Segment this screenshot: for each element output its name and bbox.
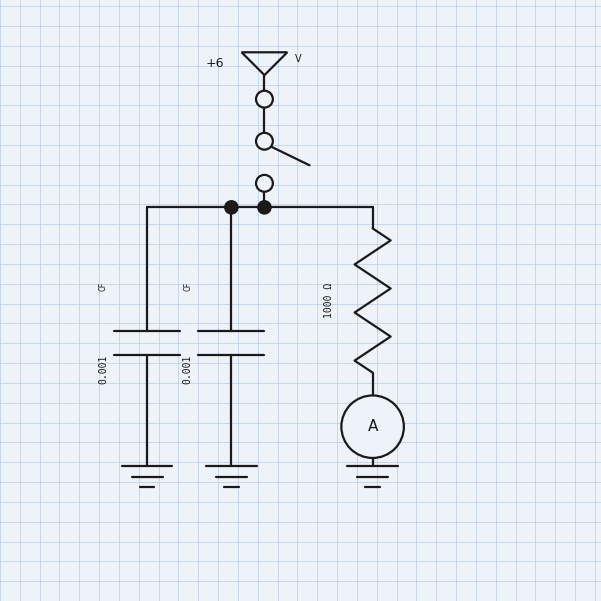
Text: V: V [294, 53, 302, 64]
Circle shape [256, 133, 273, 150]
Text: A: A [367, 419, 378, 434]
Text: CF: CF [99, 282, 108, 291]
Text: 1000 Ω: 1000 Ω [325, 283, 334, 318]
Text: 0.001: 0.001 [183, 355, 192, 384]
Circle shape [341, 395, 404, 458]
Circle shape [225, 201, 238, 214]
Text: +6: +6 [206, 57, 224, 70]
Circle shape [256, 175, 273, 192]
Circle shape [256, 91, 273, 108]
Text: CF: CF [183, 282, 192, 291]
Circle shape [258, 201, 271, 214]
Text: 0.001: 0.001 [99, 355, 108, 384]
